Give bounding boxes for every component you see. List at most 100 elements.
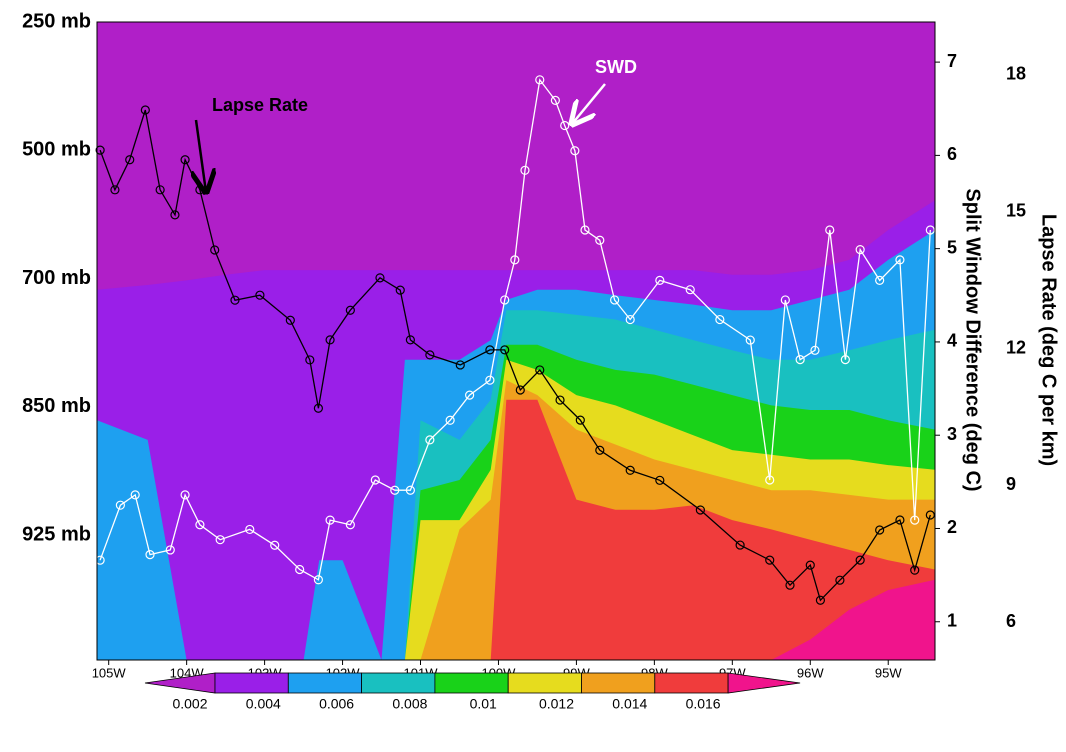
- series-marker: [425, 350, 435, 360]
- series-marker: [370, 475, 380, 485]
- series-marker: [825, 225, 835, 235]
- series-marker: [695, 505, 705, 515]
- y2-axis-title: Split Window Difference (deg C): [962, 188, 984, 491]
- colorbar-label: 0.008: [392, 696, 427, 712]
- colorbar-label: 0.012: [539, 696, 574, 712]
- series-marker: [390, 485, 400, 495]
- series-marker: [195, 520, 205, 530]
- series-marker: [245, 524, 255, 535]
- series-marker: [215, 535, 225, 545]
- series-marker: [815, 595, 826, 605]
- series-marker: [313, 403, 323, 413]
- series-marker: [485, 375, 495, 385]
- series-marker: [345, 520, 355, 530]
- series-marker: [130, 490, 140, 500]
- series-marker: [535, 75, 545, 85]
- y2-tick-label: 5: [947, 237, 957, 257]
- series-marker: [500, 295, 510, 305]
- y3-tick-label: 15: [1006, 200, 1026, 220]
- series-marker: [510, 255, 520, 265]
- series-marker: [140, 105, 150, 115]
- series-marker: [455, 360, 465, 370]
- colorbar-segment: [507, 672, 582, 694]
- annotation-arrow: [572, 83, 606, 124]
- series-marker: [95, 555, 105, 565]
- y3-axis-title: Lapse Rate (deg C per km): [1038, 214, 1060, 466]
- series-marker: [210, 245, 220, 255]
- y2-tick-label: 3: [947, 424, 957, 444]
- series-marker: [595, 235, 605, 245]
- series-marker: [345, 305, 355, 315]
- series-marker: [595, 445, 605, 455]
- series-marker: [115, 500, 125, 510]
- series-marker: [170, 210, 180, 220]
- series-marker: [555, 395, 565, 405]
- y2-tick-label: 6: [947, 144, 957, 164]
- series-marker: [515, 385, 525, 395]
- y-tick-label: 700 mb: [22, 267, 91, 289]
- series-marker: [230, 295, 240, 305]
- series-marker: [405, 485, 415, 495]
- colorbar-label: 0.004: [246, 696, 281, 712]
- annotation-arrow: [196, 119, 206, 192]
- series-marker: [840, 355, 850, 365]
- series-marker: [810, 345, 820, 355]
- series-marker: [910, 565, 920, 575]
- series-marker: [570, 146, 580, 156]
- series-marker: [785, 580, 795, 590]
- series-marker: [895, 515, 905, 525]
- colorbar-segment: [654, 672, 729, 694]
- series-marker: [765, 555, 775, 565]
- series-marker: [465, 390, 475, 400]
- series-marker: [655, 475, 665, 485]
- series-marker: [715, 314, 725, 325]
- y-tick-label: 925 mb: [22, 523, 91, 545]
- colorbar-segment: [581, 672, 656, 694]
- series-marker: [580, 225, 590, 235]
- series-marker: [735, 540, 745, 550]
- x-tick-label: 105W: [92, 665, 127, 680]
- series-marker: [765, 475, 775, 485]
- contour-band: [97, 579, 935, 660]
- series-marker: [305, 355, 315, 365]
- colorbar-label: 0.01: [470, 696, 497, 712]
- series-marker: [910, 515, 920, 525]
- colorbar-segment: [214, 672, 289, 694]
- series-marker: [165, 545, 175, 555]
- annotation: SWD: [595, 57, 637, 77]
- series-marker: [255, 290, 265, 300]
- series-marker: [925, 225, 935, 235]
- y2-tick-label: 2: [947, 517, 957, 537]
- colorbar-label: 0.006: [319, 696, 354, 712]
- y2-tick-label: 7: [947, 51, 957, 71]
- series-marker: [325, 515, 335, 525]
- series-marker: [145, 549, 155, 560]
- series-marker: [313, 575, 323, 585]
- series-marker: [95, 145, 105, 155]
- y3-tick-label: 18: [1006, 64, 1026, 84]
- series-marker: [805, 560, 815, 570]
- series-marker: [855, 244, 865, 255]
- series-marker: [405, 335, 415, 345]
- series-marker: [655, 275, 665, 285]
- series-marker: [745, 335, 755, 345]
- series-marker: [125, 155, 135, 165]
- series-marker: [375, 273, 385, 283]
- colorbar-label: 0.016: [686, 696, 721, 712]
- series-marker: [445, 415, 455, 425]
- series-marker: [625, 314, 635, 325]
- series-marker: [875, 275, 885, 285]
- series-marker: [295, 564, 305, 575]
- series-marker: [110, 185, 120, 195]
- colorbar-segment: [287, 672, 362, 694]
- series-marker: [325, 335, 335, 345]
- contour-band: [97, 399, 935, 660]
- series-marker: [835, 575, 845, 585]
- y-tick-label: 850 mb: [22, 395, 91, 417]
- colorbar-label: 0.014: [612, 696, 647, 712]
- series-marker: [520, 165, 530, 175]
- annotation: Lapse Rate: [212, 95, 308, 115]
- series-marker: [285, 315, 295, 325]
